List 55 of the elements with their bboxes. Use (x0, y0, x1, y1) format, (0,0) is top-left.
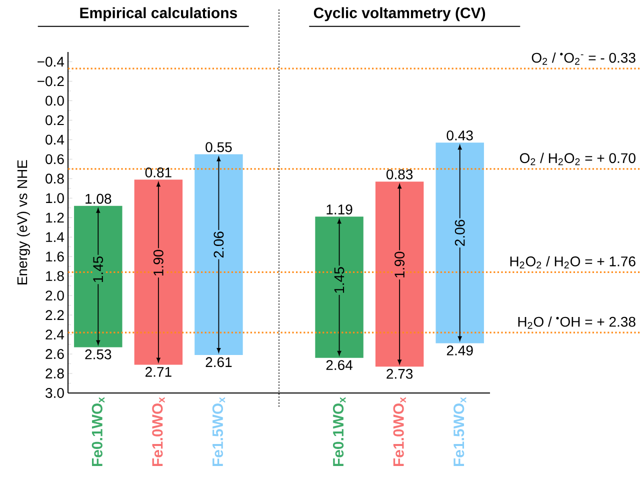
ref-line-label: H$_{2}$O / $^{•}$OH = + 2.38 (518, 316, 636, 329)
y-tick-label: 2.2 (46, 310, 64, 320)
x-tick-label: Fe0.1WO$_{x}$ (92, 397, 104, 466)
y-tick-label: −0.2 (38, 76, 64, 86)
data-label: 1.90 (153, 250, 164, 276)
annotation: 0.55 (206, 142, 232, 152)
x-tick-label: Fe1.0WO$_{x}$ (393, 397, 406, 466)
y-tick-label: 1.0 (46, 193, 64, 204)
x-tick-label: Fe0.1WO$_{x}$ (332, 397, 346, 466)
y-tick-label: 2.4 (46, 330, 64, 340)
x-tick-label: Fe1.0WO$_{x}$ (152, 397, 165, 466)
annotation: 2.64 (326, 360, 352, 370)
bar (375, 182, 424, 367)
data-label: 2.06 (214, 232, 224, 258)
bar (436, 142, 484, 344)
y-tick-label: 3.0 (46, 388, 64, 398)
annotation: 2.61 (206, 357, 232, 368)
y-tick-label: 0.4 (46, 134, 64, 145)
y-tick-label: 0.2 (46, 115, 64, 126)
bar (315, 216, 364, 358)
annotation: 0.81 (145, 168, 172, 178)
annotation: 0.83 (386, 169, 413, 180)
data-label: 2.06 (454, 220, 465, 246)
y-tick-label: 0.0 (46, 96, 64, 106)
y-tick-label: 1.2 (46, 212, 64, 223)
ref-line-label: H$_{2}$O$_{2}$ / H$_{2}$O = + 1.76 (510, 256, 636, 268)
y-tick-label: 1.6 (46, 252, 64, 262)
bar (134, 180, 183, 365)
data-label: 1.45 (334, 267, 344, 293)
annotation: 2.53 (85, 349, 112, 360)
data-label: 1.45 (93, 256, 104, 282)
bar (194, 154, 243, 355)
ref-line-label: O$_{2}$ / $^{•}$O$_{2}$$^{-}$ = - 0.33 (532, 52, 636, 65)
y-tick-label: 0.6 (46, 154, 64, 164)
x-tick-label: Fe1.5WO$_{x}$ (454, 397, 466, 466)
annotation: 1.08 (86, 194, 112, 204)
y-tick-label: 2.6 (46, 349, 64, 359)
y-tick-label: 1.4 (46, 232, 64, 242)
annotation: 0.43 (446, 130, 473, 140)
text: Cyclic voltammetry (CV) (314, 7, 486, 22)
annotation: 1.19 (326, 204, 352, 214)
annotation: 2.71 (146, 366, 172, 377)
text: Empirical calculations (80, 7, 237, 22)
ref-line-label: O$_{2}$ / H$_{2}$O$_{2}$ = + 0.70 (520, 152, 636, 166)
y-tick-label: 1.8 (46, 271, 64, 282)
annotation: 2.49 (446, 345, 473, 356)
bar (74, 206, 122, 348)
y-tick-label: 2.0 (46, 290, 64, 301)
annotation: 2.73 (386, 368, 413, 379)
y-tick-label: −0.4 (38, 56, 64, 67)
x-tick-label: Fe1.5WO$_{x}$ (212, 397, 226, 466)
y-axis-title: Energy (eV) vs NHE (16, 160, 30, 284)
y-tick-label: 2.8 (46, 368, 64, 378)
y-tick-label: 0.8 (46, 174, 64, 184)
data-label: 1.90 (394, 252, 405, 278)
